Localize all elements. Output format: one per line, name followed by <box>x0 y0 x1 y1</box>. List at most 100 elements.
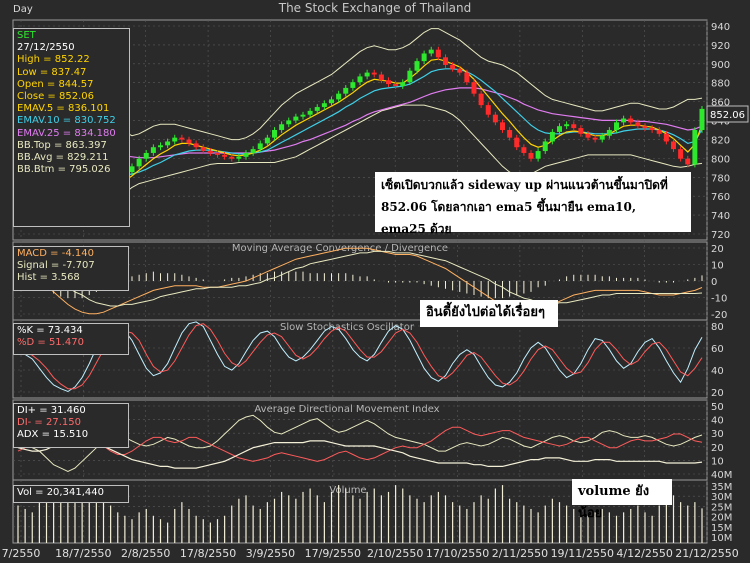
candle-body <box>264 137 270 144</box>
candle-body <box>407 70 413 83</box>
y-tick-label: 15M <box>711 523 732 534</box>
open-label: Open = 844.57 <box>17 78 94 90</box>
candle-body <box>329 99 334 104</box>
candle-body <box>129 166 135 173</box>
volume-annotation: volume ยังน้อย <box>572 479 672 521</box>
candle-body <box>642 126 648 129</box>
ema10-label: EMAV.10 = 830.752 <box>17 115 116 127</box>
price-info-box: SET 27/12/2550 High = 852.22 Low = 837.4… <box>13 28 130 227</box>
candle-body <box>200 147 206 152</box>
candle-body <box>336 93 342 100</box>
diplus-value-label: DI+ = 31.460 <box>17 405 86 416</box>
candle-body <box>314 107 320 111</box>
hist-value-label: Hist = 3.568 <box>17 272 80 284</box>
signal-value-label: Signal = -7.707 <box>17 260 95 272</box>
candle-body <box>286 120 292 125</box>
candle-body <box>186 139 192 144</box>
y-tick-label: 740 <box>711 211 730 222</box>
candle-body <box>371 72 377 75</box>
candle-body <box>250 149 256 153</box>
candle-body <box>222 154 228 157</box>
y-tick-label: 20 <box>711 244 724 255</box>
candle-body <box>635 122 641 127</box>
y-tick-label: 820 <box>711 135 730 146</box>
candle-body <box>663 133 669 142</box>
candle-body <box>343 87 349 94</box>
candle-body <box>542 141 548 152</box>
candle-body <box>528 152 534 159</box>
candle-body <box>656 130 662 134</box>
volume-info-box: Vol = 20,341,440 <box>13 485 129 503</box>
candle-body <box>215 152 220 155</box>
candle-body <box>321 103 327 108</box>
candle-body <box>143 152 149 159</box>
candle-body <box>685 158 691 165</box>
y-tick-label: 20M <box>711 513 732 524</box>
candle-body <box>507 130 513 138</box>
candle-body <box>386 80 391 85</box>
bbavg-label: BB.Avg = 829.211 <box>17 152 109 164</box>
last-price-box <box>706 105 749 123</box>
y-tick-label: 800 <box>711 154 730 165</box>
y-tick-label: 880 <box>711 79 730 90</box>
stoch-k-line <box>17 321 703 393</box>
y-tick-label: 0 <box>711 277 717 288</box>
candle-body <box>521 147 527 153</box>
candle-body <box>243 152 249 157</box>
candle-body <box>485 105 491 115</box>
candle-body <box>621 118 627 123</box>
candle-body <box>578 128 584 134</box>
adx-line <box>17 436 703 469</box>
signal-line <box>17 250 703 307</box>
high-label: High = 852.22 <box>17 54 90 66</box>
candle-body <box>464 72 470 83</box>
diminus-value-label: DI- = 27.150 <box>17 417 81 429</box>
candle-body <box>165 141 171 146</box>
candle-body <box>414 61 420 71</box>
candle-body <box>400 82 406 86</box>
candle-body <box>564 124 570 127</box>
candle-body <box>378 74 384 81</box>
macd-panel-title: Moving Average Convergence / Divergence <box>232 243 448 254</box>
candle-body <box>671 141 676 150</box>
x-tick-label: 19/11/2550 <box>551 547 614 560</box>
ema25-label: EMAV.25 = 834.180 <box>17 127 116 139</box>
chart-title: The Stock Exchange of Thailand <box>278 1 472 15</box>
stoch-panel-title: Slow Stochastics Oscillator <box>280 322 415 333</box>
candle-body <box>300 114 306 117</box>
candle-body <box>364 72 370 77</box>
y-tick-label: 40 <box>711 366 724 377</box>
ema5-label: EMAV.5 = 836.101 <box>17 103 110 115</box>
adx-value-label: ADX = 15.510 <box>17 429 89 441</box>
bbbtm-label: BB.Btm = 795.026 <box>17 164 111 176</box>
candle-body <box>279 124 285 130</box>
y-tick-label: 780 <box>711 173 730 184</box>
candle-body <box>158 145 163 148</box>
candle-body <box>428 49 434 54</box>
y-tick-label: 10M <box>711 533 732 544</box>
x-tick-label: 2/8/2550 <box>121 547 170 560</box>
candle-body <box>599 135 605 140</box>
candle-body <box>443 57 448 65</box>
candle-body <box>236 156 242 159</box>
y-tick-label: 760 <box>711 192 730 203</box>
candle-body <box>150 147 156 153</box>
candle-body <box>557 126 562 132</box>
macd-value-label: MACD = -4.140 <box>17 248 94 259</box>
low-label: Low = 837.47 <box>17 66 87 78</box>
adx-panel-title: Average Directional Movement Index <box>254 404 439 415</box>
x-tick-label: 7/2550 <box>2 547 41 560</box>
candle-body <box>692 130 698 165</box>
di-minus-line <box>17 413 703 462</box>
y-tick-label: -10 <box>711 294 727 305</box>
x-tick-label: 17/8/2550 <box>180 547 236 560</box>
bbtop-label: BB.Top = 863.397 <box>17 139 107 151</box>
y-tick-label: 30 <box>711 429 724 440</box>
candle-body <box>699 108 705 130</box>
y-tick-label: 40 <box>711 416 724 427</box>
y-tick-label: 20 <box>711 388 724 399</box>
x-tick-label: 18/7/2550 <box>55 547 111 560</box>
candle-body <box>592 137 598 140</box>
y-tick-label: 80 <box>711 322 724 333</box>
